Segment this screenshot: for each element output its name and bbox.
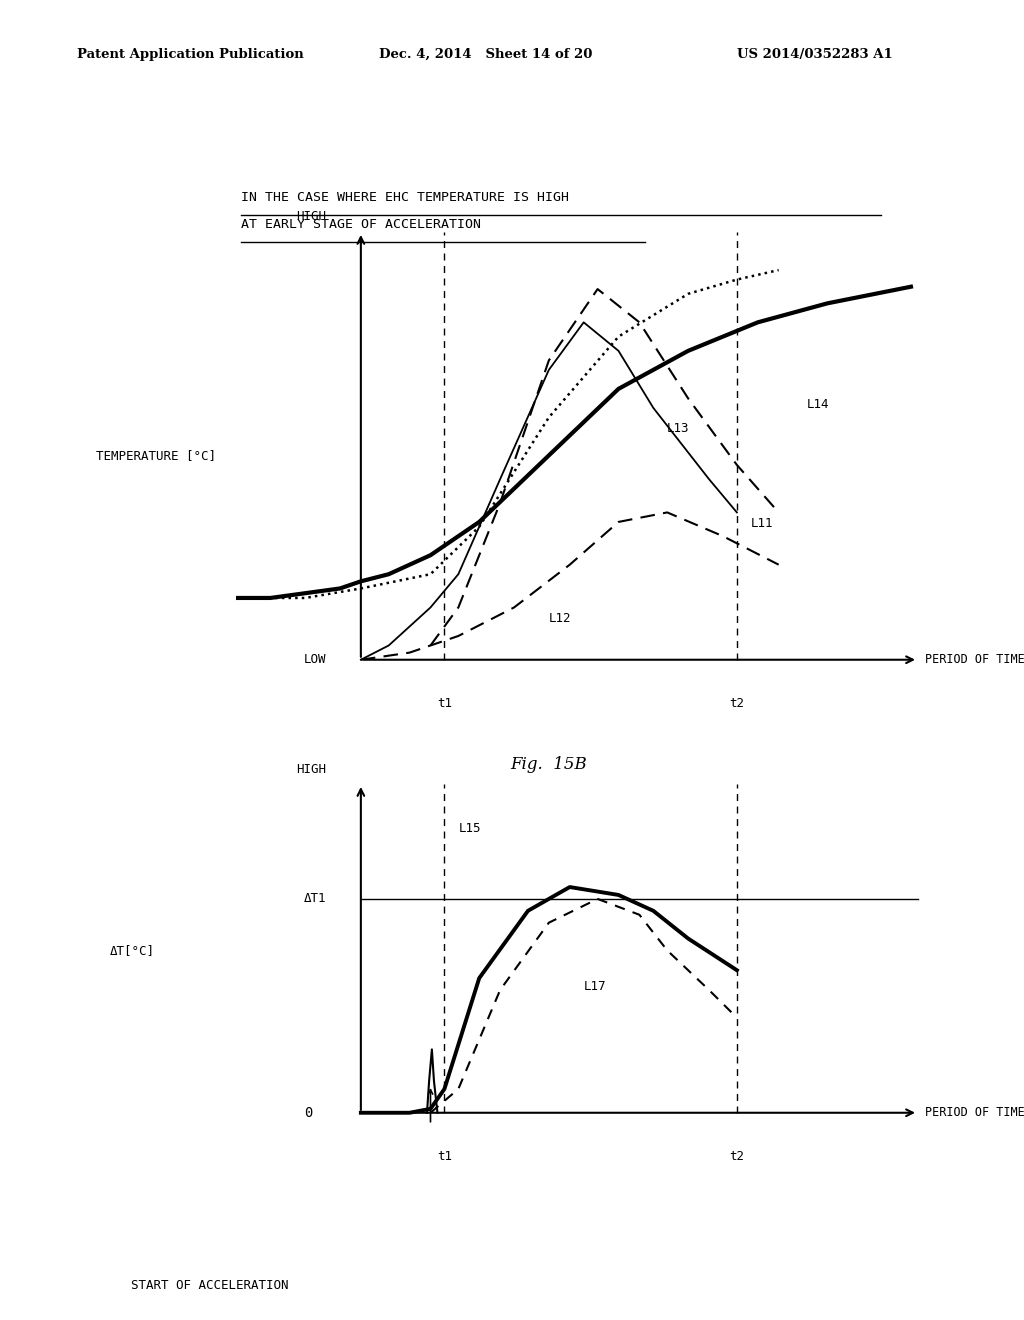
Text: TEMPERATURE [°C]: TEMPERATURE [°C] [96, 449, 216, 462]
Text: L12: L12 [549, 611, 571, 624]
Text: PERIOD OF TIME ELAPSED: PERIOD OF TIME ELAPSED [925, 653, 1024, 667]
Text: PERIOD OF TIME ELAPSED: PERIOD OF TIME ELAPSED [925, 1106, 1024, 1119]
Text: L13: L13 [668, 421, 690, 434]
Text: Fig.  15B: Fig. 15B [511, 756, 587, 774]
Text: LOW: LOW [303, 653, 326, 667]
Text: t2: t2 [729, 697, 744, 710]
Text: Patent Application Publication: Patent Application Publication [77, 48, 303, 61]
Text: t2: t2 [729, 1150, 744, 1163]
Text: L14: L14 [807, 397, 829, 411]
Text: L15: L15 [459, 821, 481, 834]
Text: ΔT1: ΔT1 [303, 892, 326, 906]
Text: HIGH: HIGH [296, 763, 326, 776]
Text: AT EARLY STAGE OF ACCELERATION: AT EARLY STAGE OF ACCELERATION [241, 218, 480, 231]
Text: 0: 0 [304, 1106, 312, 1119]
Text: Dec. 4, 2014   Sheet 14 of 20: Dec. 4, 2014 Sheet 14 of 20 [379, 48, 592, 61]
Text: START OF ACCELERATION: START OF ACCELERATION [131, 1279, 289, 1292]
Text: L17: L17 [584, 979, 606, 993]
Text: ΔT[°C]: ΔT[°C] [111, 944, 156, 957]
Text: t1: t1 [437, 1150, 452, 1163]
Text: HIGH: HIGH [296, 210, 326, 223]
Text: L11: L11 [751, 516, 773, 529]
Text: US 2014/0352283 A1: US 2014/0352283 A1 [737, 48, 893, 61]
Text: IN THE CASE WHERE EHC TEMPERATURE IS HIGH: IN THE CASE WHERE EHC TEMPERATURE IS HIG… [241, 191, 568, 205]
Text: t1: t1 [437, 697, 452, 710]
